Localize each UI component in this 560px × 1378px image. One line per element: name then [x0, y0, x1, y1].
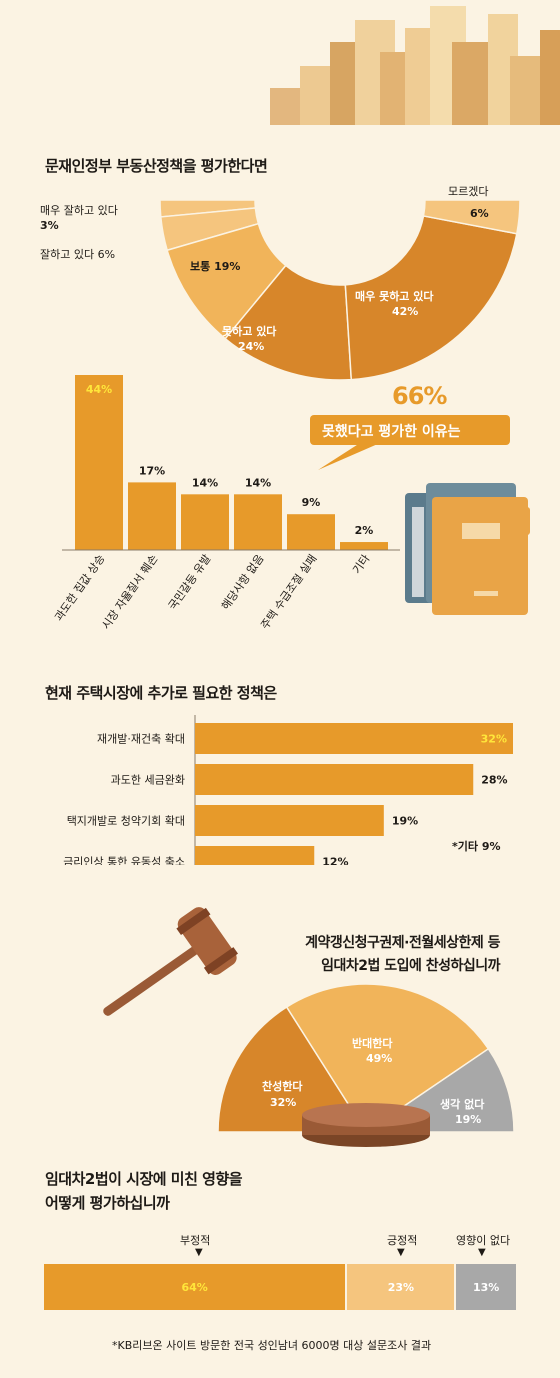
policy-bar-label: 금리인상 통한 유동성 축소 — [63, 856, 185, 866]
label-very-good: 매우 잘하고 있다 — [40, 204, 118, 217]
reason-bar-label: 주택 수급조절 실패 — [258, 552, 319, 632]
policy-bar-value: 28% — [481, 774, 507, 787]
reason-bar-label: 기타 — [350, 552, 372, 576]
label-bad: 못하고 있다 — [222, 325, 277, 338]
label-bad-value: 24% — [238, 340, 265, 353]
pie-slice-4 — [344, 215, 518, 381]
gavel-illustration — [103, 907, 239, 1016]
speech-bubble — [310, 415, 510, 470]
reason-bar-label: 과도한 집값 상승 — [52, 552, 107, 623]
footer-note: *KB리브온 사이트 방문한 전국 성인남녀 6000명 대상 설문조사 결과 — [112, 1339, 432, 1352]
label-very-bad: 매우 못하고 있다 — [355, 290, 434, 303]
pie-slice-2 — [166, 222, 287, 340]
section1-title: 문재인정부 부동산정책을 평가한다면 — [45, 157, 268, 175]
reason-bar-chart: 44% 과도한 집값 상승 17% 시장 자율질서 훼손 14% 국민갈등 유발 14% 해당… — [52, 375, 400, 632]
arrow-icon: ▼ — [195, 1247, 203, 1258]
arrow-icon: ▼ — [478, 1247, 486, 1258]
policy-bar — [195, 805, 384, 836]
arrow-label-negative: 부정적 — [180, 1234, 211, 1247]
label-dont-know: 모르겠다 — [448, 185, 489, 198]
policy-bar-value: 12% — [322, 856, 348, 866]
policy-bar-value: 32% — [481, 733, 507, 746]
label-good: 잘하고 있다 6% — [40, 248, 116, 261]
rental-pie-slice — [217, 1006, 368, 1133]
reason-bar-label: 해당사항 없음 — [218, 552, 266, 613]
policy-bar-value: 19% — [392, 815, 418, 828]
label-oppose: 반대한다 — [352, 1037, 393, 1050]
other-note: *기타 9% — [452, 840, 501, 853]
label-dont-know-value: 6% — [470, 207, 489, 220]
policy-needs-bar-chart: 재개발·재건축 확대 32% 과도한 세금완화 28% 택지개발로 청약기회 확대 19%… — [63, 715, 513, 866]
reason-bar-value: 44% — [86, 383, 112, 396]
pie-slice-5 — [422, 199, 521, 235]
rental-law-pie — [217, 983, 515, 1147]
label-agree-value: 32% — [270, 1096, 297, 1109]
highlight-66: 66% — [392, 382, 447, 410]
policy-bar — [195, 846, 315, 865]
arrow-label-none: 영향이 없다 — [456, 1234, 511, 1247]
arrow-label-positive: 긍정적 — [387, 1234, 418, 1247]
label-very-bad-value: 42% — [392, 305, 419, 318]
section3-title: 현재 주택시장에 추가로 필요한 정책은 — [45, 684, 277, 702]
reason-bar — [128, 482, 176, 550]
label-no-opinion-value: 19% — [455, 1113, 482, 1126]
policy-bar-label: 재개발·재건축 확대 — [97, 733, 185, 746]
reason-bar — [234, 494, 282, 550]
policy-bar — [195, 764, 474, 795]
label-normal: 보통 19% — [190, 260, 241, 273]
label-no-opinion: 생각 없다 — [440, 1098, 485, 1111]
label-agree: 찬성한다 — [262, 1080, 303, 1093]
section4-title-line1: 계약갱신청구권제·전월세상한제 등 — [305, 935, 500, 951]
reason-bar-label: 시장 자율질서 훼손 — [99, 552, 160, 632]
policy-bar-label: 과도한 세금완화 — [111, 774, 185, 787]
pie-slice-3 — [224, 264, 353, 381]
impact-bar-segment: 13% — [456, 1264, 516, 1310]
reason-bar — [181, 494, 229, 550]
policy-evaluation-pie — [159, 199, 521, 381]
reason-bar-label: 국민갈등 유발 — [165, 552, 213, 613]
policy-bar — [195, 723, 513, 754]
impact-bar-segment: 23% — [347, 1264, 455, 1310]
reason-bar-value: 14% — [245, 476, 271, 489]
reason-bar-value: 17% — [139, 464, 165, 477]
rental-pie-slice — [285, 983, 490, 1134]
section5-title-line1: 임대차2법이 시장에 미친 영향을 — [45, 1170, 243, 1188]
label-oppose-value: 49% — [366, 1052, 393, 1065]
reason-bar — [287, 514, 335, 550]
buildings-illustration — [0, 0, 560, 125]
impact-bar-segment: 64% — [44, 1264, 346, 1310]
pie-slice-1 — [159, 207, 260, 252]
label-very-good-value: 3% — [40, 219, 59, 232]
reason-banner: 못했다고 평가한 이유는 — [322, 424, 461, 440]
section5-title-line2: 어떻게 평가하십니까 — [45, 1194, 170, 1212]
folder-illustration — [405, 483, 530, 615]
section4-title-line2: 임대차2법 도입에 찬성하십니까 — [321, 958, 500, 974]
reason-bar-value: 2% — [355, 524, 374, 537]
reason-bar-value: 9% — [302, 496, 321, 509]
policy-bar-label: 택지개발로 청약기회 확대 — [67, 814, 185, 828]
reason-bar — [75, 375, 123, 550]
reason-bar — [340, 542, 388, 550]
arrow-icon: ▼ — [397, 1247, 405, 1258]
reason-bar-value: 14% — [192, 476, 218, 489]
